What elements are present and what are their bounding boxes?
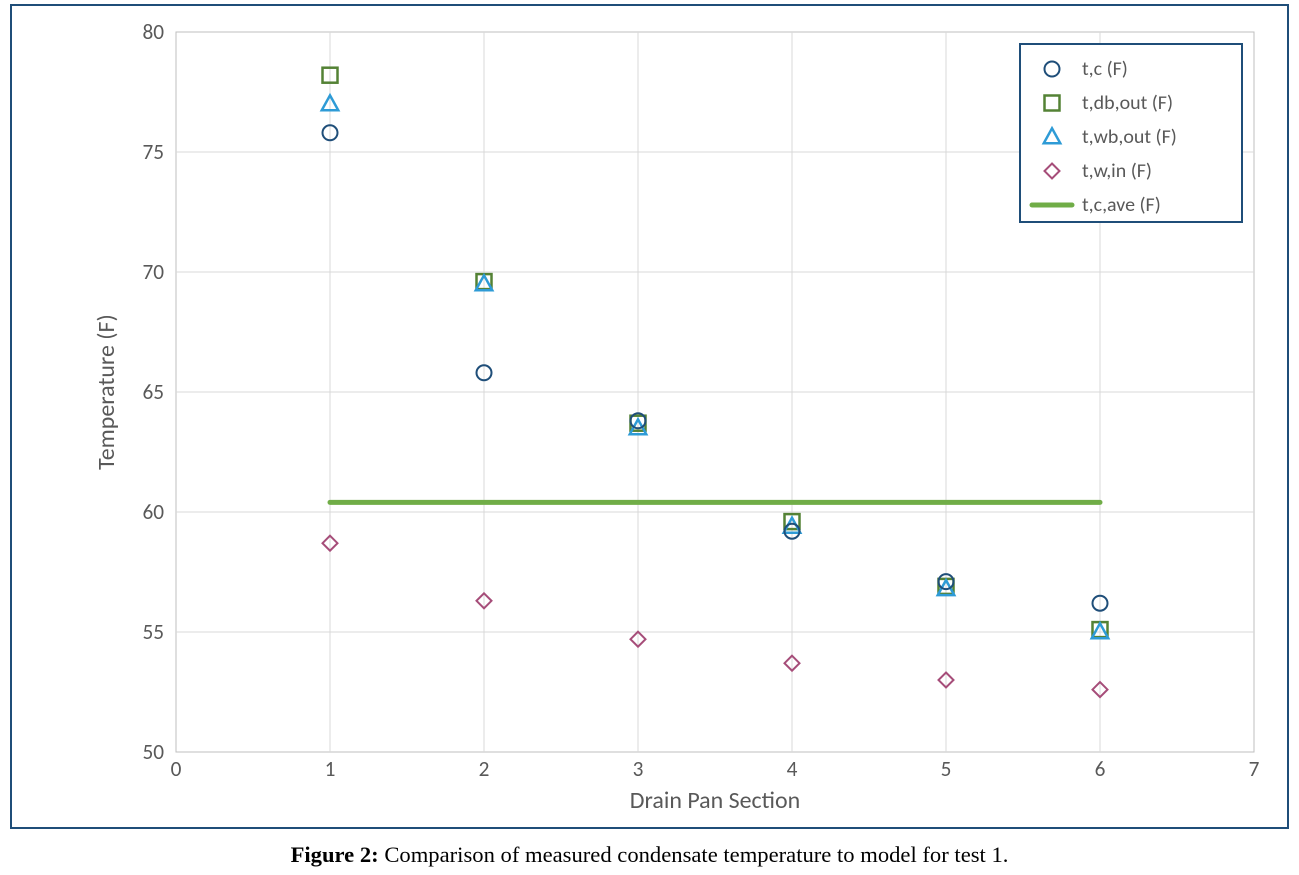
x-tick-label: 4 [787,756,798,782]
legend-item-label: t,c,ave (F) [1082,193,1161,217]
x-tick-label: 0 [171,756,182,782]
y-tick-label: 80 [142,19,164,45]
x-tick-label: 6 [1095,756,1106,782]
y-axis-label: Temperature (F) [92,314,121,470]
x-tick-label: 7 [1249,756,1260,782]
figure-caption: Figure 2: Comparison of measured condens… [0,842,1299,868]
y-tick-label: 55 [142,619,164,645]
x-tick-label: 3 [633,756,644,782]
x-tick-label: 2 [479,756,490,782]
legend-item-label: t,db,out (F) [1082,91,1173,115]
chart-svg: 0 1 2 3 4 5 6 7 50 55 60 65 70 75 80 Drain Pan Section T… [10,4,1289,829]
y-tick-label: 60 [142,499,164,525]
chart-figure-container: 0 1 2 3 4 5 6 7 50 55 60 65 70 75 80 Drain Pan Section T… [0,0,1299,875]
legend-item-label: t,wb,out (F) [1082,125,1177,149]
y-tick-label: 65 [142,379,164,405]
figure-caption-prefix: Figure 2: [291,842,379,867]
x-tick-label: 1 [325,756,336,782]
y-tick-label: 70 [142,259,164,285]
legend-item-label: t,c (F) [1082,57,1128,81]
x-axis-label: Drain Pan Section [630,786,800,815]
legend-item-label: t,w,in (F) [1082,159,1152,183]
x-tick-label: 5 [941,756,952,782]
y-tick-label: 50 [142,739,164,765]
figure-caption-text: Comparison of measured condensate temper… [379,842,1009,867]
y-tick-label: 75 [142,139,164,165]
